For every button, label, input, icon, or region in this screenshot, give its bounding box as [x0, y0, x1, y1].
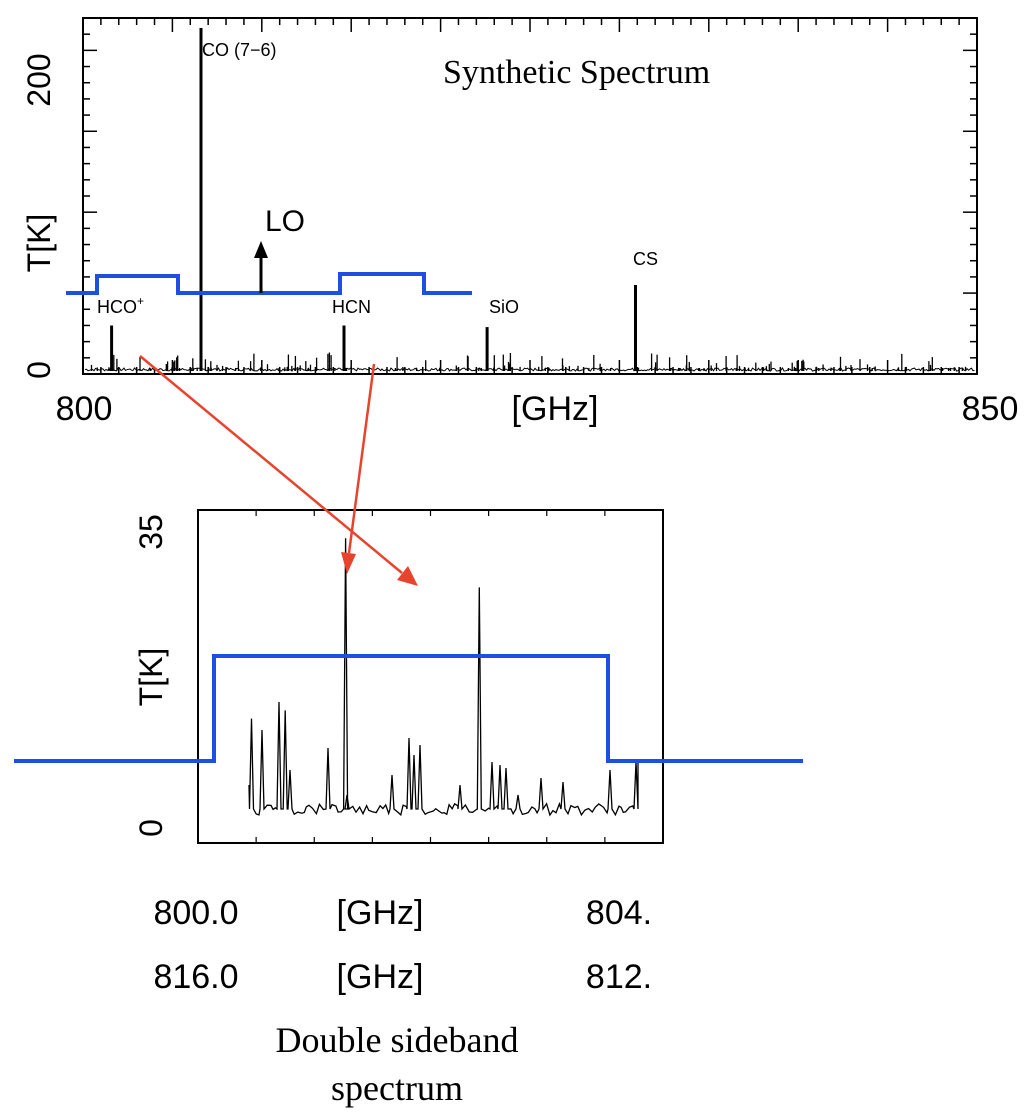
bottom-spectrum-trace — [248, 538, 639, 817]
line-label-sio: SiO — [489, 297, 519, 317]
top-x-axis-label: [GHz] — [512, 390, 599, 428]
bottom-axis-ticks — [197, 510, 664, 843]
top-sideband-bandpass — [66, 272, 472, 295]
line-label-cs: CS — [633, 249, 658, 269]
bottom-x-tick-816: 816.0 — [153, 958, 238, 996]
bottom-y-tick-35: 35 — [133, 514, 169, 550]
lo-arrow-head — [254, 241, 268, 258]
arrow-hco-head — [397, 566, 418, 586]
top-x-tick-850: 850 — [962, 390, 1019, 428]
top-axis-ticks — [82, 17, 978, 375]
top-panel: LO HCO+ CO (7−6) HCN SiO CS Synthetic Sp… — [21, 17, 1019, 428]
caption-line-2: spectrum — [331, 1068, 463, 1108]
bottom-spectrum — [248, 538, 639, 817]
mapping-arrows — [139, 355, 418, 586]
bottom-x-tick-800: 800.0 — [153, 894, 238, 932]
bottom-y-axis-label: T[K] — [133, 648, 169, 707]
top-y-tick-0: 0 — [21, 361, 57, 379]
bottom-x-axis-label-1: [GHz] — [337, 894, 424, 932]
line-label-co: CO (7−6) — [202, 40, 277, 60]
bottom-sideband-bandpass — [14, 654, 803, 763]
top-x-tick-800: 800 — [56, 390, 113, 428]
line-label-hcn: HCN — [332, 297, 371, 317]
top-y-tick-200: 200 — [21, 53, 57, 106]
bottom-y-tick-0: 0 — [133, 819, 169, 837]
arrow-hcn-head — [341, 552, 356, 574]
arrow-hcn-to-folded-peak — [347, 363, 376, 554]
bottom-x-tick-804: 804. — [586, 894, 652, 932]
bottom-x-tick-812: 812. — [586, 958, 652, 996]
top-y-axis-label: T[K] — [21, 214, 57, 273]
lo-label: LO — [265, 205, 305, 238]
caption-line-1: Double sideband — [276, 1020, 519, 1060]
top-spectrum — [84, 28, 975, 372]
bottom-x-axis-label-2: [GHz] — [337, 958, 424, 996]
line-label-hco: HCO+ — [97, 294, 144, 317]
bottom-panel: T[K] 0 35 800.0 [GHz] 804. 816.0 [GHz] 8… — [14, 509, 803, 1108]
top-chart-title: Synthetic Spectrum — [443, 54, 710, 91]
arrow-hco-to-folded-peak — [139, 355, 403, 574]
